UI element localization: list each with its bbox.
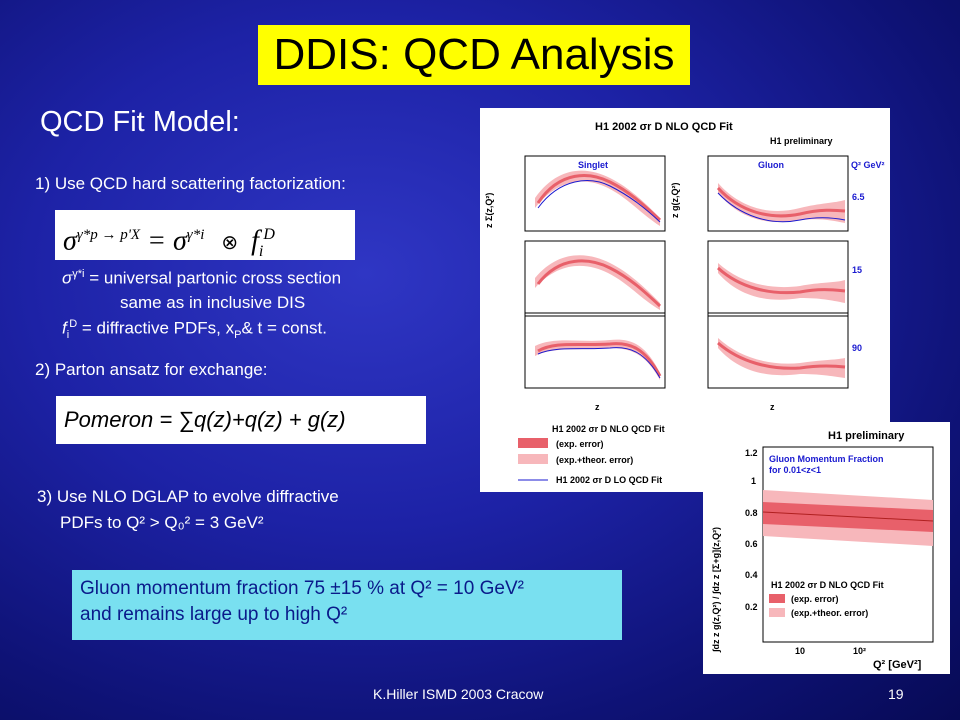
gluon-line2: and remains large up to high Q²	[80, 604, 348, 625]
qcd-fit-svg: H1 2002 σr D NLO QCD Fit H1 preliminary …	[484, 121, 885, 485]
ytick-0-8: 0.8	[745, 508, 758, 518]
plot1-xlabel-left: z	[595, 402, 600, 412]
panel-singlet-2	[524, 240, 666, 317]
ytick-1: 1	[751, 476, 756, 486]
formula-sup1: γ*p → p'X	[76, 227, 141, 243]
q2-value-1: 6.5	[852, 192, 865, 202]
gluon-line1: Gluon momentum fraction 75 ±15 % at Q² =…	[80, 578, 524, 599]
plot1-legend-2: (exp.+theor. error)	[556, 455, 633, 465]
plot2-exp-swatch	[769, 594, 785, 603]
plot2-central-line	[762, 511, 934, 522]
formula-fsup: D	[263, 226, 275, 243]
plot1-legend-3: H1 2002 σr D LO QCD Fit	[556, 475, 662, 485]
definition-2: fiD = diffractive PDFs, xP& t = const.	[62, 318, 327, 341]
panel-singlet-3	[524, 312, 666, 389]
ytick-1-2: 1.2	[745, 448, 758, 458]
def2-text: = diffractive PDFs, x	[77, 318, 235, 338]
pomeron-formula: Pomeron = ∑q(z)+q(z) + g(z)	[56, 396, 426, 444]
plot1-xlabel-right: z	[770, 402, 775, 412]
gluon-bands	[716, 183, 846, 378]
page-number: 19	[888, 686, 904, 702]
gluon-fraction-box: Gluon momentum fraction 75 ±15 % at Q² =…	[72, 570, 622, 640]
singlet-bands	[535, 170, 662, 380]
xtick-100: 10²	[853, 646, 866, 656]
plot1-title: H1 2002 σr D NLO QCD Fit	[595, 121, 733, 133]
factorization-formula: σγ*p → p'X = σγ*i ⊗ fiD	[55, 210, 355, 260]
plot2-inner-title: Gluon Momentum Fraction	[769, 454, 884, 464]
def2-sub: i	[66, 329, 70, 342]
gluon-fraction-svg: H1 preliminary Gluon Momentum Fraction f…	[711, 430, 934, 671]
formula-f: f	[251, 225, 259, 257]
def2-sub2: P	[234, 329, 242, 342]
plot1-col1: Singlet	[578, 160, 608, 170]
slide-title: DDIS: QCD Analysis	[258, 25, 690, 85]
plot2-xlabel: Q² [GeV²]	[873, 659, 922, 671]
gluon-fraction-plot: H1 preliminary Gluon Momentum Fraction f…	[703, 422, 950, 674]
panel-singlet-1	[524, 155, 666, 232]
q2-value-3: 90	[852, 343, 862, 353]
formula-sup2: γ*i	[186, 227, 205, 243]
plot2-legend-2: (exp.+theor. error)	[791, 608, 868, 618]
legend-exp-swatch	[518, 438, 548, 448]
point-3-line2: PDFs to Q² > Q₀² = 3 GeV²	[60, 513, 264, 532]
section-heading: QCD Fit Model:	[40, 106, 240, 138]
plot2-legend-1: (exp. error)	[791, 594, 839, 604]
otimes-icon: ⊗	[221, 232, 239, 255]
formula-sigma: σ	[63, 225, 77, 257]
xtick-10: 10	[795, 646, 805, 656]
ytick-0-4: 0.4	[745, 570, 758, 580]
plot1-legend-0: H1 2002 σr D NLO QCD Fit	[552, 424, 665, 434]
plot1-prelim: H1 preliminary	[770, 136, 833, 146]
plot1-col2: Gluon	[758, 160, 784, 170]
legend-theor-swatch	[518, 454, 548, 464]
definition-1: σγ*i = universal partonic cross section	[62, 268, 341, 289]
point-3-line1: 3) Use NLO DGLAP to evolve diffractive	[37, 487, 339, 506]
ytick-0-6: 0.6	[745, 539, 758, 549]
plot2-theor-swatch	[769, 608, 785, 617]
def1-sigma: σ	[62, 268, 73, 288]
plot1-ylabel2: z g(z,Q²)	[670, 183, 680, 219]
point-1: 1) Use QCD hard scattering factorization…	[35, 174, 346, 193]
def2-sup: D	[69, 318, 78, 330]
footer-author: K.Hiller ISMD 2003 Cracow	[373, 686, 544, 702]
formula-fsub: i	[258, 242, 264, 260]
def1-text: = universal partonic cross section	[84, 268, 342, 288]
plot1-legend-1: (exp. error)	[556, 439, 604, 449]
panel-gluon-2	[707, 240, 849, 317]
plot2-legend-0: H1 2002 σr D NLO QCD Fit	[771, 580, 884, 590]
definition-1-line2: same as in inclusive DIS	[120, 293, 306, 312]
plot1-ylabel1: z Σ(z,Q²)	[484, 193, 494, 228]
plot2-ylabel: ∫dz z g(z,Q²) / ∫dz z [Σ+g](z,Q²)	[711, 527, 721, 653]
point-2: 2) Parton ansatz for exchange:	[35, 360, 268, 379]
ytick-0-2: 0.2	[745, 602, 758, 612]
plot2-inner-sub: for 0.01<z<1	[769, 465, 821, 475]
plot2-title: H1 preliminary	[828, 430, 905, 442]
formula-eq: = σ	[140, 225, 187, 257]
panel-gluon-3	[707, 312, 849, 389]
q2-value-2: 15	[852, 265, 862, 275]
panel-gluon-1	[707, 155, 849, 232]
def2-f: f	[62, 318, 67, 338]
def2-tail: & t = const.	[241, 318, 327, 338]
plot1-q2-header: Q² GeV²	[851, 160, 885, 170]
def1-sup: γ*i	[72, 268, 85, 280]
